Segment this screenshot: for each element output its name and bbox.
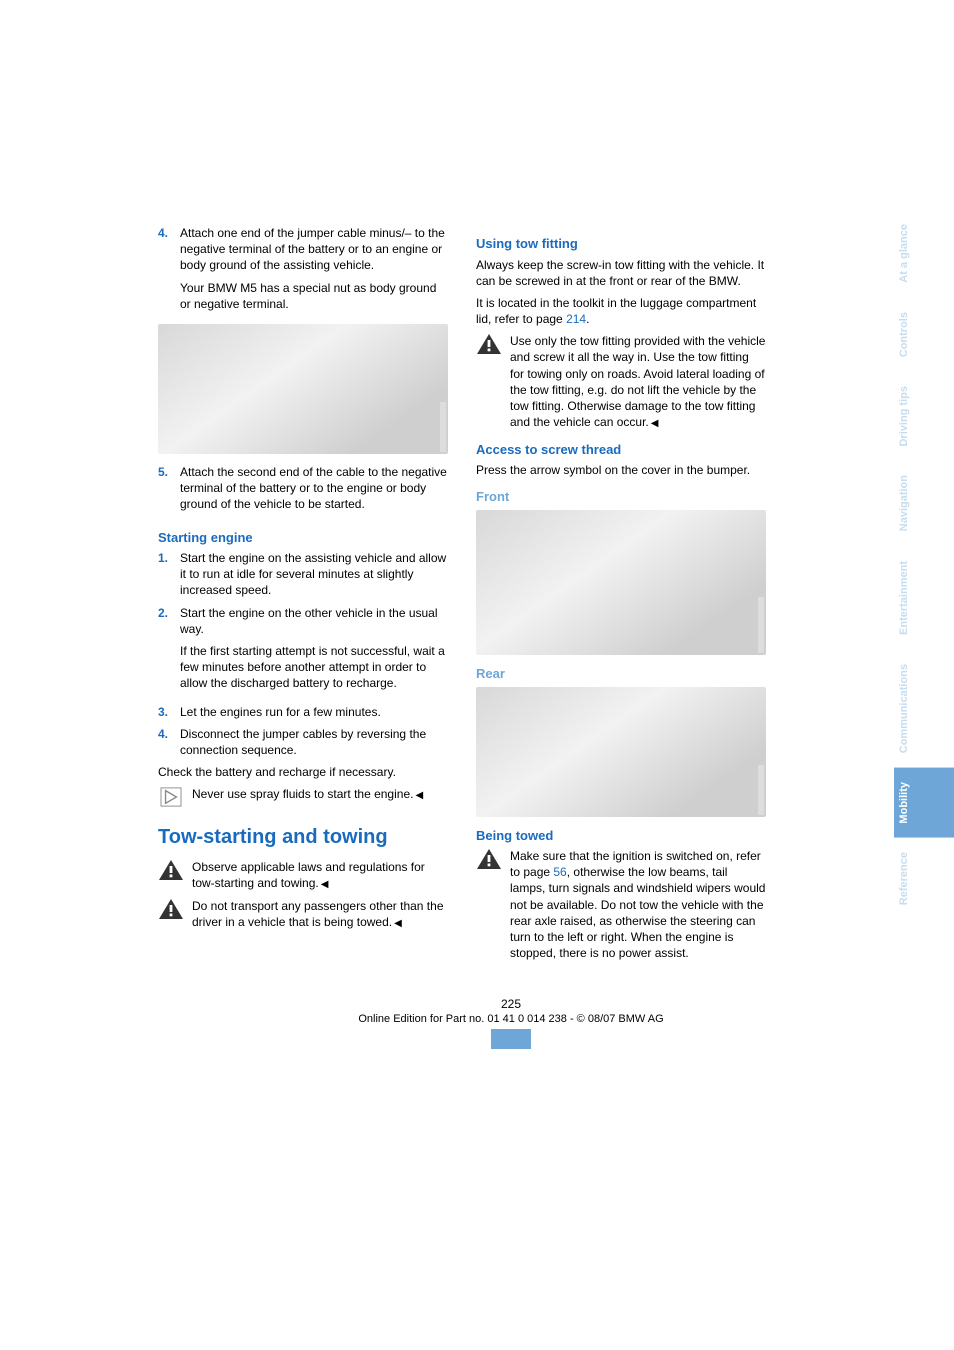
heading-access-screw-thread: Access to screw thread bbox=[476, 441, 766, 459]
end-marker-icon bbox=[392, 915, 402, 929]
tab-reference[interactable]: Reference bbox=[894, 838, 954, 920]
warning-notice: Do not transport any passengers other th… bbox=[158, 898, 448, 931]
two-columns: 4. Attach one end of the jumper cable mi… bbox=[158, 225, 864, 967]
warning-triangle-icon bbox=[476, 848, 502, 870]
list-number: 1. bbox=[158, 550, 180, 599]
end-marker-icon bbox=[649, 415, 659, 429]
page-link[interactable]: 214 bbox=[566, 312, 586, 326]
list-item: 2. Start the engine on the other vehicle… bbox=[158, 605, 448, 698]
list-body: Start the engine on the other vehicle in… bbox=[180, 605, 448, 698]
body-text: Your BMW M5 has a special nut as body gr… bbox=[180, 280, 448, 312]
heading-tow-starting: Tow-starting and towing bbox=[158, 824, 448, 851]
list-body: Attach the second end of the cable to th… bbox=[180, 464, 448, 519]
tab-at-a-glance[interactable]: At a glance bbox=[894, 210, 954, 298]
warning-text: Make sure that the ignition is switched … bbox=[510, 848, 766, 961]
list-item: 5. Attach the second end of the cable to… bbox=[158, 464, 448, 519]
list-item: 4. Attach one end of the jumper cable mi… bbox=[158, 225, 448, 318]
body-text: Start the engine on the other vehicle in… bbox=[180, 605, 448, 637]
list-number: 2. bbox=[158, 605, 180, 698]
warning-notice: Use only the tow fitting provided with t… bbox=[476, 333, 766, 430]
front-tow-image bbox=[476, 510, 766, 655]
heading-being-towed: Being towed bbox=[476, 827, 766, 845]
heading-using-tow-fitting: Using tow fitting bbox=[476, 235, 766, 253]
text-fragment: It is located in the toolkit in the lugg… bbox=[476, 296, 756, 326]
body-text: Always keep the screw-in tow fitting wit… bbox=[476, 257, 766, 289]
side-tabs: At a glance Controls Driving tips Naviga… bbox=[894, 0, 954, 1079]
text-fragment: , otherwise the low beams, tail lamps, t… bbox=[510, 865, 765, 960]
right-column: Using tow fitting Always keep the screw-… bbox=[476, 225, 766, 967]
warning-text: Use only the tow fitting provided with t… bbox=[510, 333, 766, 430]
body-text: Never use spray fluids to start the engi… bbox=[192, 787, 413, 801]
body-text: If the first starting attempt is not suc… bbox=[180, 643, 448, 692]
body-text: Attach one end of the jumper cable minus… bbox=[180, 225, 448, 274]
list-number: 4. bbox=[158, 225, 180, 318]
list-item: 1. Start the engine on the assisting veh… bbox=[158, 550, 448, 599]
page-link[interactable]: 56 bbox=[553, 865, 566, 879]
tab-controls[interactable]: Controls bbox=[894, 298, 954, 372]
body-text: Press the arrow symbol on the cover in t… bbox=[476, 462, 766, 478]
hint-text: Never use spray fluids to start the engi… bbox=[192, 786, 448, 808]
body-text: Let the engines run for a few minutes. bbox=[180, 704, 448, 720]
page: 4. Attach one end of the jumper cable mi… bbox=[0, 0, 954, 1079]
list-number: 3. bbox=[158, 704, 180, 720]
end-marker-icon bbox=[319, 876, 329, 890]
text-fragment: . bbox=[586, 312, 589, 326]
tab-driving-tips[interactable]: Driving tips bbox=[894, 372, 954, 462]
body-text: Attach the second end of the cable to th… bbox=[180, 464, 448, 513]
page-footer: 225 Online Edition for Part no. 01 41 0 … bbox=[158, 997, 864, 1049]
heading-front: Front bbox=[476, 488, 766, 506]
left-column: 4. Attach one end of the jumper cable mi… bbox=[158, 225, 448, 967]
body-text: Disconnect the jumper cables by reversin… bbox=[180, 726, 448, 758]
body-text: It is located in the toolkit in the lugg… bbox=[476, 295, 766, 327]
footer-copyright: Online Edition for Part no. 01 41 0 014 … bbox=[358, 1013, 663, 1025]
footer-accent-bar bbox=[491, 1029, 531, 1049]
list-item: 3. Let the engines run for a few minutes… bbox=[158, 704, 448, 720]
body-text: Check the battery and recharge if necess… bbox=[158, 764, 448, 780]
list-body: Attach one end of the jumper cable minus… bbox=[180, 225, 448, 318]
list-number: 5. bbox=[158, 464, 180, 519]
body-text: Observe applicable laws and regulations … bbox=[192, 860, 425, 890]
body-text: Use only the tow fitting provided with t… bbox=[510, 334, 765, 429]
page-number: 225 bbox=[158, 997, 864, 1011]
tab-navigation[interactable]: Navigation bbox=[894, 461, 954, 546]
heading-rear: Rear bbox=[476, 665, 766, 683]
body-text: Do not transport any passengers other th… bbox=[192, 899, 444, 929]
rear-tow-image bbox=[476, 687, 766, 817]
warning-triangle-icon bbox=[476, 333, 502, 355]
list-number: 4. bbox=[158, 726, 180, 758]
tab-entertainment[interactable]: Entertainment bbox=[894, 547, 954, 650]
body-text: Start the engine on the assisting vehicl… bbox=[180, 550, 448, 599]
warning-text: Observe applicable laws and regulations … bbox=[192, 859, 448, 892]
tab-mobility[interactable]: Mobility bbox=[894, 768, 954, 839]
warning-notice: Observe applicable laws and regulations … bbox=[158, 859, 448, 892]
tab-communications[interactable]: Communications bbox=[894, 650, 954, 768]
list-item: 4. Disconnect the jumper cables by rever… bbox=[158, 726, 448, 758]
warning-notice: Make sure that the ignition is switched … bbox=[476, 848, 766, 961]
warning-triangle-icon bbox=[158, 859, 184, 881]
jumper-cable-image bbox=[158, 324, 448, 454]
hint-notice: Never use spray fluids to start the engi… bbox=[158, 786, 448, 808]
content-area: 4. Attach one end of the jumper cable mi… bbox=[0, 0, 894, 1079]
warning-triangle-icon bbox=[158, 898, 184, 920]
end-marker-icon bbox=[413, 787, 423, 801]
hint-arrow-icon bbox=[158, 786, 184, 808]
warning-text: Do not transport any passengers other th… bbox=[192, 898, 448, 931]
heading-starting-engine: Starting engine bbox=[158, 529, 448, 547]
